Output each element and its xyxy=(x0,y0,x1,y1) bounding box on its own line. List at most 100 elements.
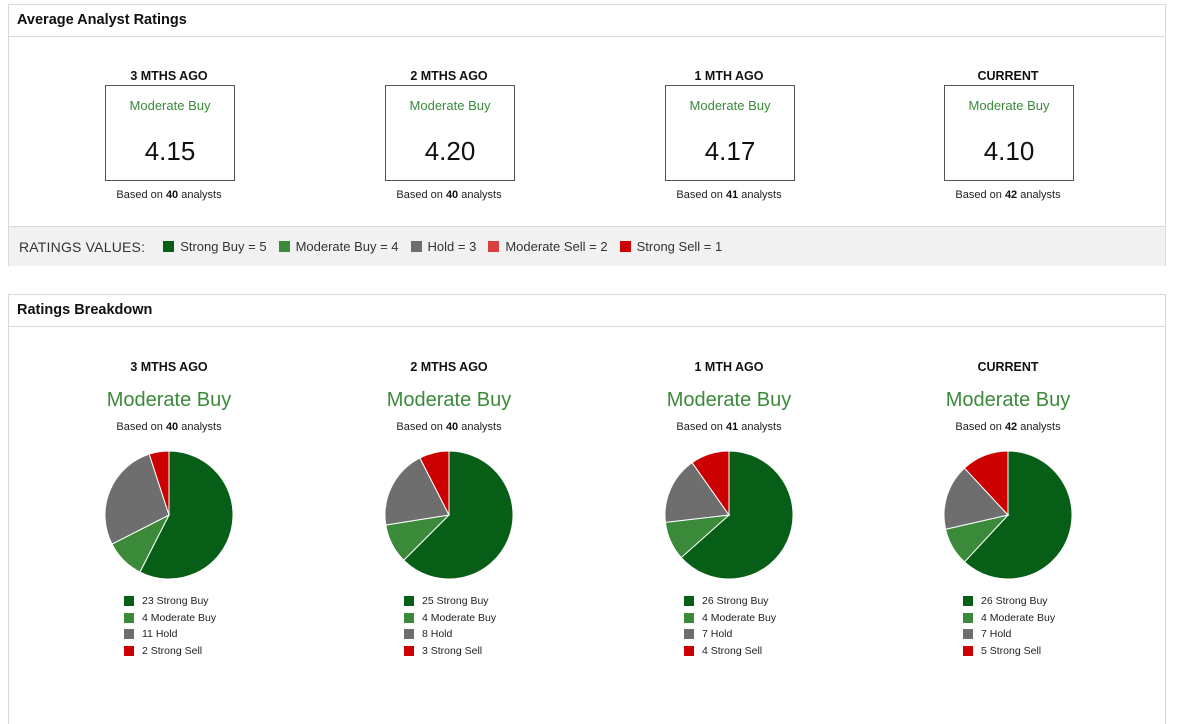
pie-legend-item: 3 Strong Sell xyxy=(404,643,496,660)
pie-legend: 25 Strong Buy 4 Moderate Buy 8 Hold 3 St… xyxy=(404,593,496,659)
square-icon xyxy=(410,241,422,252)
square-icon xyxy=(684,629,694,640)
legend-label: Moderate Sell = 2 xyxy=(505,239,608,254)
analyst-count: Based on 40 analysts xyxy=(49,189,289,201)
analyst-count: Based on 41 analysts xyxy=(609,189,849,201)
rating-value: 4.15 xyxy=(144,136,196,166)
based-suffix: analysts xyxy=(181,189,222,201)
legend-item-moderate-buy: Moderate Buy = 4 xyxy=(278,239,399,254)
based-suffix: analysts xyxy=(1020,189,1061,201)
square-icon xyxy=(963,612,973,623)
pie-chart xyxy=(664,450,794,580)
legend-label: 2 Strong Sell xyxy=(142,644,203,657)
pie-legend: 26 Strong Buy 4 Moderate Buy 7 Hold 4 St… xyxy=(684,593,776,659)
legend-label: Strong Buy = 5 xyxy=(180,239,267,254)
rating-box: Moderate Buy 4.20 xyxy=(385,85,515,181)
pie-legend-item: 4 Moderate Buy xyxy=(963,610,1055,627)
pie-legend-item: 23 Strong Buy xyxy=(124,593,216,610)
based-suffix: analysts xyxy=(741,421,782,433)
rating-box: Moderate Buy 4.15 xyxy=(105,85,235,181)
pie-slice-hold xyxy=(104,453,170,545)
rating-box: Moderate Buy 4.17 xyxy=(665,85,795,181)
panel-title: Average Analyst Ratings xyxy=(9,5,1165,37)
rating-value: 4.20 xyxy=(424,136,476,166)
panel-title: Ratings Breakdown xyxy=(9,295,1165,327)
pie-chart xyxy=(384,450,514,580)
square-icon xyxy=(278,241,290,252)
average-analyst-ratings-panel: Average Analyst Ratings 3 MTHS AGO Moder… xyxy=(8,4,1166,266)
based-suffix: analysts xyxy=(461,421,502,433)
consensus-rating: Moderate Buy xyxy=(666,389,792,411)
pie-legend-item: 25 Strong Buy xyxy=(404,593,496,610)
square-icon xyxy=(124,612,134,623)
square-icon xyxy=(684,612,694,623)
legend-label: 4 Moderate Buy xyxy=(142,611,217,624)
pie-legend-item: 7 Hold xyxy=(963,626,1055,643)
analyst-count: Based on 40 analysts xyxy=(329,421,569,433)
based-prefix: Based on xyxy=(396,189,443,201)
square-icon xyxy=(404,645,414,656)
pie-legend: 23 Strong Buy 4 Moderate Buy 11 Hold 2 S… xyxy=(124,593,216,659)
pie-legend-item: 4 Moderate Buy xyxy=(124,610,216,627)
period-label: 2 MTHS AGO xyxy=(410,360,488,374)
count: 40 xyxy=(445,189,459,201)
count: 40 xyxy=(165,189,179,201)
pie-legend-item: 5 Strong Sell xyxy=(963,643,1055,660)
square-icon xyxy=(963,629,973,640)
square-icon xyxy=(684,645,694,656)
legend-item-strong-sell: Strong Sell = 1 xyxy=(619,239,723,254)
legend-label: Moderate Buy = 4 xyxy=(295,239,399,254)
square-icon xyxy=(163,241,175,252)
count: 41 xyxy=(725,421,739,433)
square-icon xyxy=(684,596,694,607)
analyst-count: Based on 41 analysts xyxy=(609,421,849,433)
legend-label: 26 Strong Buy xyxy=(702,595,769,608)
rating-value: 4.10 xyxy=(983,136,1035,166)
rating-box: Moderate Buy 4.10 xyxy=(944,85,1074,181)
pie-legend-item: 4 Strong Sell xyxy=(684,643,776,660)
based-suffix: analysts xyxy=(181,421,222,433)
legend-label: 4 Moderate Buy xyxy=(702,611,777,624)
square-icon xyxy=(124,596,134,607)
period-label: 2 MTHS AGO xyxy=(410,69,488,83)
count: 41 xyxy=(725,189,739,201)
analyst-count: Based on 42 analysts xyxy=(888,189,1128,201)
rating-label: Moderate Buy xyxy=(409,98,491,113)
pie-slice-hold xyxy=(943,467,1009,530)
analyst-count: Based on 40 analysts xyxy=(329,189,569,201)
based-prefix: Based on xyxy=(676,421,723,433)
count: 40 xyxy=(165,421,179,433)
pie-slice-hold xyxy=(664,461,730,523)
legend-label: Strong Sell = 1 xyxy=(636,239,723,254)
rating-label: Moderate Buy xyxy=(689,98,771,113)
legend-item-strong-buy: Strong Buy = 5 xyxy=(163,239,267,254)
legend-label: 4 Moderate Buy xyxy=(981,611,1056,624)
based-suffix: analysts xyxy=(741,189,782,201)
consensus-rating: Moderate Buy xyxy=(106,389,232,411)
based-prefix: Based on xyxy=(116,189,163,201)
pie-slice-strong-buy xyxy=(139,450,234,580)
ratings-values-title: RATINGS VALUES: xyxy=(19,238,146,255)
pie-legend-item: 4 Moderate Buy xyxy=(684,610,776,627)
legend-label: Hold = 3 xyxy=(427,239,477,254)
period-label: 3 MTHS AGO xyxy=(130,69,208,83)
consensus-rating: Moderate Buy xyxy=(945,389,1071,411)
square-icon xyxy=(404,612,414,623)
square-icon xyxy=(124,629,134,640)
pie-slice-hold xyxy=(384,457,450,526)
analyst-count: Based on 42 analysts xyxy=(888,421,1128,433)
based-prefix: Based on xyxy=(116,421,163,433)
period-label: 1 MTH AGO xyxy=(694,69,764,83)
legend-item-hold: Hold = 3 xyxy=(410,239,477,254)
pie-slice-strong-buy xyxy=(680,450,794,580)
legend-label: 11 Hold xyxy=(142,628,178,641)
legend-label: 7 Hold xyxy=(702,628,733,641)
pie-slice-strong-sell xyxy=(419,450,450,516)
pie-legend-item: 8 Hold xyxy=(404,626,496,643)
pie-legend-item: 7 Hold xyxy=(684,626,776,643)
analyst-count: Based on 40 analysts xyxy=(49,421,289,433)
pie-chart xyxy=(943,450,1073,580)
period-label: CURRENT xyxy=(977,360,1039,374)
rating-label: Moderate Buy xyxy=(129,98,211,113)
count: 40 xyxy=(445,421,459,433)
